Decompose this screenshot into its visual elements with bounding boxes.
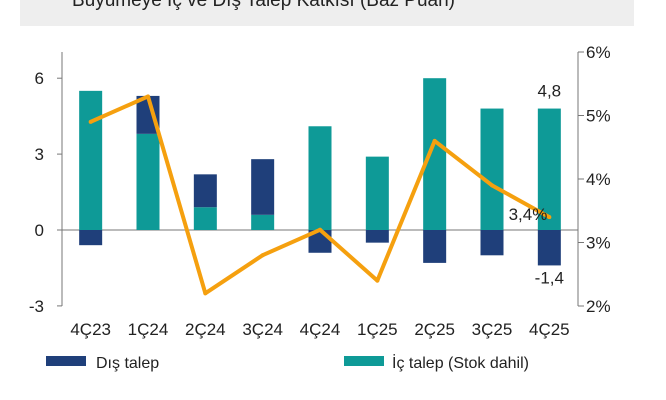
title-bar: Büyümeye İç ve Dış Talep Katkısı (Baz Pu… — [20, 0, 634, 26]
gsyih-point — [490, 183, 494, 188]
x-tick-label: 2Ç24 — [185, 320, 226, 339]
x-tick-label: 4Ç24 — [300, 320, 341, 339]
dis-talep-bar — [365, 230, 389, 243]
axes: -3 0 3 6 2% 3% 4% 5% 6% 4Ç23 1Ç24 2Ç24 3Ç24 4Ç24 1Ç25 2… — [29, 43, 611, 339]
x-tick-label: 4Ç23 — [70, 320, 111, 339]
x-tick-label: 3Ç24 — [242, 320, 283, 339]
x-tick-label: 3Ç25 — [472, 320, 513, 339]
dis-talep-bar — [480, 230, 504, 256]
line-data-label: 3,4% — [509, 205, 548, 224]
chart-title: Büyümeye İç ve Dış Talep Katkısı (Baz Pu… — [72, 0, 455, 11]
dis-talep-bar — [79, 230, 103, 246]
dis-talep-bar — [136, 95, 160, 134]
legend-label-ic-talep: İç talep (Stok dahil) — [392, 353, 529, 372]
labels: 4,8 3,4% -1,4 — [509, 82, 564, 288]
ic-talep-bar — [537, 108, 561, 230]
top-data-label: 4,8 — [538, 82, 562, 101]
right-tick-label: 2% — [586, 297, 611, 316]
ic-talep-bar — [365, 156, 389, 230]
x-tick-label: 4Ç25 — [529, 320, 570, 339]
gsyih-point — [432, 138, 437, 143]
x-tick-label: 1Ç25 — [357, 320, 398, 339]
ic-talep-bar — [423, 78, 447, 230]
gsyih-point — [547, 215, 552, 220]
ic-talep-bar — [193, 207, 217, 230]
x-tick-label: 1Ç24 — [128, 320, 169, 339]
left-tick-label: -3 — [29, 297, 44, 316]
ic-talep-bar — [480, 108, 504, 230]
legend-swatch-dis-talep — [46, 356, 86, 366]
bottom-data-label: -1,4 — [535, 268, 564, 287]
right-tick-label: 5% — [586, 107, 611, 126]
ic-talep-bar — [79, 90, 103, 230]
gsyih-point — [375, 278, 380, 283]
right-tick-label: 3% — [586, 234, 611, 253]
left-tick-label: 3 — [35, 145, 44, 164]
left-tick-label: 6 — [35, 69, 44, 88]
dis-talep-bar — [537, 230, 561, 266]
dis-talep-bar — [193, 174, 217, 208]
bars — [79, 78, 561, 266]
ic-talep-bar — [308, 126, 332, 230]
gsyih-point — [203, 291, 208, 296]
right-tick-label: 4% — [586, 170, 611, 189]
ic-talep-bar — [136, 133, 160, 230]
gsyih-point — [318, 227, 322, 232]
legend: Dış talep İç talep (Stok dahil) — [46, 353, 529, 372]
legend-label-dis-talep: Dış talep — [96, 355, 159, 372]
ic-talep-bar — [251, 214, 275, 230]
left-tick-label: 0 — [35, 221, 44, 240]
gsyih-point — [260, 253, 265, 258]
dis-talep-bar — [251, 159, 275, 215]
legend-swatch-ic-talep — [344, 356, 384, 366]
gsyih-point — [88, 119, 93, 124]
right-tick-label: 6% — [586, 43, 611, 62]
gsyih-point — [146, 94, 150, 99]
dis-talep-bar — [423, 230, 447, 263]
x-tick-label: 2Ç25 — [414, 320, 455, 339]
growth-line — [88, 94, 552, 296]
